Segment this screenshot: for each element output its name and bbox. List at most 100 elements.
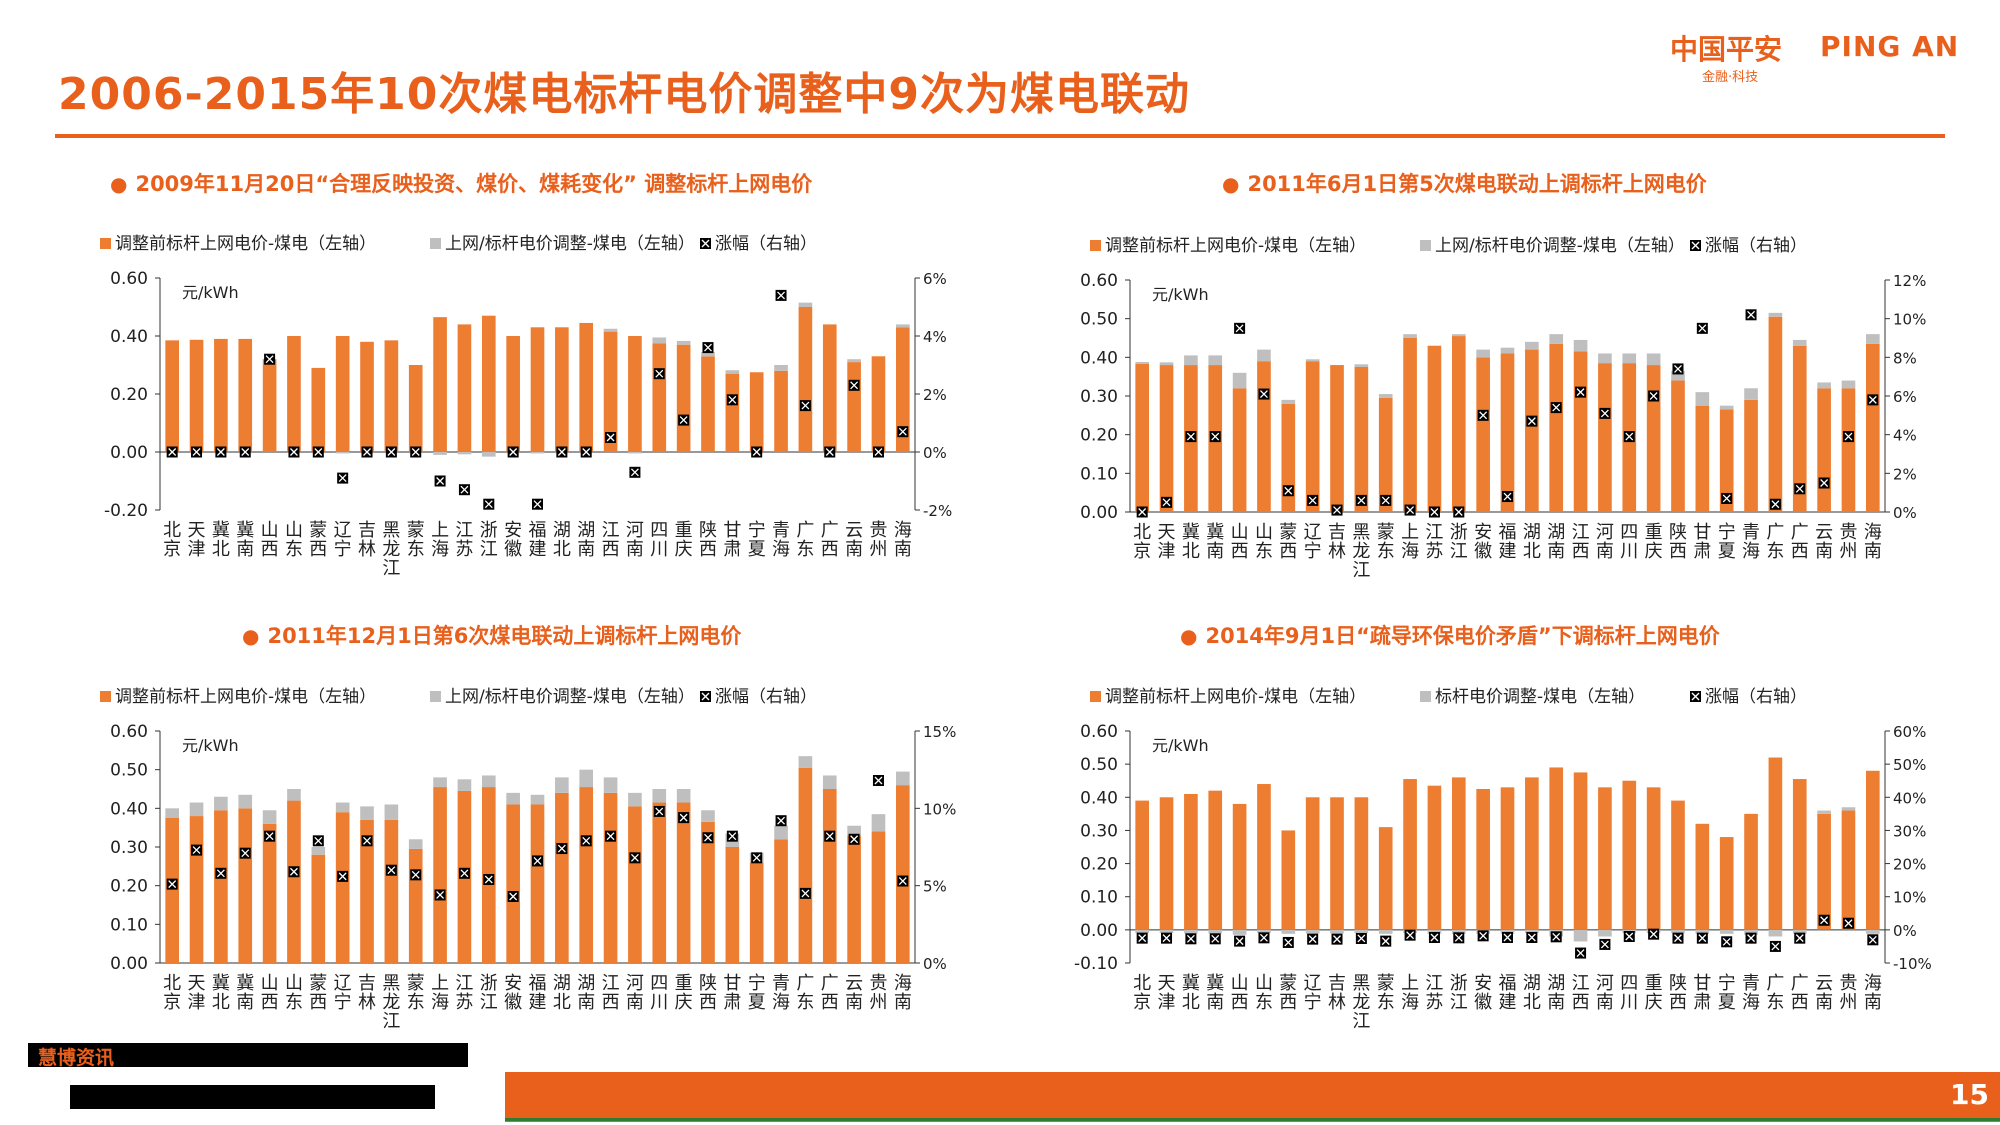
bar-adjustment	[1792, 339, 1807, 346]
x-tick-label: 山	[285, 520, 303, 541]
y-tick-label-right: 6%	[1893, 388, 1917, 406]
x-tick-label: 海	[1742, 541, 1760, 562]
legend-label: 涨幅（右轴）	[1705, 236, 1807, 256]
x-tick-label: 龙	[1352, 992, 1370, 1013]
footer-rule	[505, 1118, 2000, 1121]
increase-marker-cross	[484, 500, 493, 509]
x-tick-label: 重	[1645, 522, 1663, 543]
x-tick-label: 冀	[236, 520, 254, 541]
bar-before-price	[676, 802, 691, 963]
increase-marker-cross	[1868, 395, 1877, 404]
bar-before-price	[1257, 361, 1271, 512]
bar-adjustment	[1184, 355, 1198, 366]
x-tick-label: 甘	[723, 520, 741, 541]
bar-before-price	[1695, 823, 1710, 930]
bar-before-price	[555, 792, 569, 963]
y-tick-label-left: 0.30	[1080, 387, 1118, 407]
y-tick-label-left: 0.00	[1080, 503, 1118, 523]
bar-before-price	[1744, 813, 1758, 930]
increase-marker-cross	[630, 853, 639, 862]
bar-adjustment	[652, 337, 667, 344]
x-tick-label: 上	[431, 520, 449, 541]
x-tick-label: 川	[1620, 541, 1638, 562]
increase-marker-cross	[728, 395, 737, 404]
legend-swatch-adjustment	[1420, 691, 1431, 702]
bar-before-price	[360, 341, 374, 452]
x-tick-label: 江	[455, 520, 473, 541]
x-tick-label: 西	[309, 539, 327, 560]
increase-marker-cross	[1308, 935, 1317, 944]
x-tick-label: 蒙	[1377, 973, 1395, 994]
bar-before-price	[408, 848, 423, 963]
x-tick-label: 宁	[748, 973, 766, 994]
x-tick-label: 江	[480, 992, 498, 1013]
x-tick-label: 辽	[1304, 973, 1322, 994]
bar-adjustment	[384, 804, 399, 820]
x-tick-label: 海	[431, 992, 449, 1013]
bar-before-price	[774, 370, 788, 452]
increase-marker-cross	[265, 355, 274, 364]
x-tick-label: 陕	[1669, 522, 1687, 543]
x-tick-label: 甘	[1693, 522, 1711, 543]
increase-marker-cross	[533, 500, 542, 509]
increase-marker-cross	[314, 836, 323, 845]
increase-marker-cross	[557, 448, 566, 456]
x-tick-label: 南	[894, 539, 912, 560]
bar-adjustment	[1841, 380, 1856, 389]
x-tick-label: 吉	[358, 973, 376, 994]
x-tick-label: 江	[1425, 973, 1443, 994]
bar-before-price	[1671, 380, 1685, 512]
bar-adjustment	[1573, 339, 1588, 352]
x-tick-label: 夏	[1718, 541, 1736, 562]
bar-before-price	[530, 327, 545, 452]
bar-adjustment	[847, 359, 861, 363]
increase-marker-cross	[265, 832, 274, 841]
panel-title-text: 2014年9月1日“疏导环保电价矛盾”下调标杆上网电价	[1205, 624, 1720, 648]
bar-before-price	[603, 792, 618, 963]
x-tick-label: 西	[261, 539, 279, 560]
bar-before-price	[1817, 813, 1831, 930]
panel-title-text: 2011年6月1日第5次煤电联动上调标杆上网电价	[1247, 172, 1707, 196]
x-tick-label: 东	[1255, 541, 1273, 562]
increase-marker-cross	[1479, 931, 1488, 940]
x-tick-label: 贵	[1839, 973, 1857, 994]
increase-marker-cross	[436, 890, 445, 899]
increase-marker-cross	[704, 343, 712, 352]
x-tick-label: 龙	[382, 992, 400, 1013]
x-tick-label: 山	[261, 973, 279, 994]
bar-before-price	[384, 340, 399, 452]
x-tick-label: 湖	[553, 973, 571, 994]
bar-before-price	[1378, 827, 1393, 930]
increase-marker-cross	[1503, 492, 1512, 501]
x-tick-label: 海	[1401, 541, 1419, 562]
bar-adjustment	[1768, 312, 1783, 317]
increase-marker-cross	[216, 448, 225, 456]
source-redaction-bar-2	[70, 1085, 435, 1109]
increase-marker-cross	[1795, 484, 1804, 493]
x-tick-label: 北	[553, 539, 571, 560]
x-tick-label: 蒙	[407, 520, 425, 541]
bullet-icon: ●	[1180, 624, 1198, 648]
x-tick-label: 川	[1620, 992, 1638, 1013]
x-tick-label: 海	[772, 992, 790, 1013]
x-tick-label: 东	[285, 539, 303, 560]
bar-adjustment	[1768, 929, 1783, 937]
bar-before-price	[1695, 405, 1710, 512]
x-tick-label: 北	[212, 539, 230, 560]
x-tick-label: 京	[1133, 992, 1151, 1013]
bar-adjustment	[1598, 353, 1612, 364]
bar-adjustment	[1525, 929, 1539, 934]
bar-adjustment	[652, 789, 667, 803]
bar-adjustment	[1866, 334, 1880, 344]
x-tick-label: 庆	[1645, 541, 1663, 562]
x-tick-label: 海	[772, 539, 790, 560]
legend-label: 调整前标杆上网电价-煤电（左轴）	[115, 234, 376, 254]
y-tick-label-right: 50%	[1893, 756, 1926, 774]
bar-adjustment	[798, 302, 813, 307]
increase-marker-cross	[1259, 933, 1268, 942]
y-tick-label-left: 0.40	[110, 327, 148, 347]
increase-marker-cross	[484, 875, 493, 884]
x-tick-label: 西	[1791, 541, 1809, 562]
chart-2011-june: 调整前标杆上网电价-煤电（左轴） 上网/标杆电价调整-煤电（左轴） 涨幅（右轴） 0.…	[1080, 236, 1926, 581]
bar-adjustment	[1817, 810, 1831, 814]
